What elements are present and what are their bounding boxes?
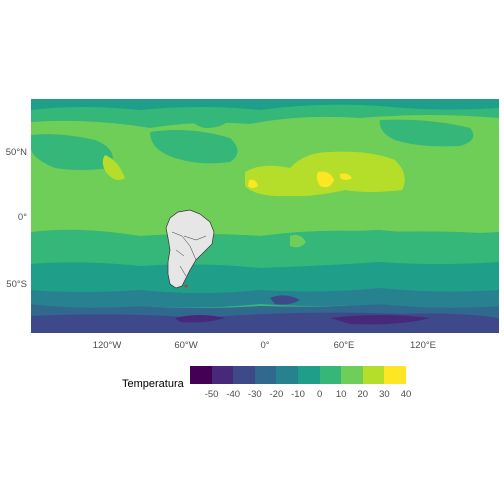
contour-fill bbox=[31, 99, 499, 333]
y-tick-50s: 50°S bbox=[6, 279, 27, 290]
legend-label: 40 bbox=[400, 389, 412, 400]
legend-swatch bbox=[341, 366, 363, 384]
country-borders bbox=[171, 231, 207, 277]
x-tick-60w: 60°W bbox=[174, 340, 197, 351]
legend-label: -10 bbox=[291, 389, 305, 400]
legend-label: 0 bbox=[316, 389, 323, 400]
legend-swatch bbox=[276, 366, 298, 384]
x-tick-120e: 120°E bbox=[410, 340, 436, 351]
legend: Temperatura -50 -40 -30 -20 -10 0 10 20 30 40 bbox=[122, 366, 422, 406]
legend-swatch bbox=[211, 366, 234, 384]
x-tick-60e: 60°E bbox=[334, 340, 355, 351]
legend-label: -40 bbox=[226, 389, 241, 400]
x-tick-120w: 120°W bbox=[93, 340, 122, 351]
falkland-islands bbox=[184, 284, 188, 288]
legend-label: -20 bbox=[269, 389, 284, 400]
legend-swatch bbox=[190, 366, 212, 384]
legend-title: Temperatura bbox=[122, 378, 184, 390]
y-tick-0: 0° bbox=[18, 212, 27, 223]
legend-label: 20 bbox=[357, 389, 369, 400]
legend-swatch bbox=[384, 366, 406, 384]
south-america-shape bbox=[165, 209, 215, 289]
legend-swatch bbox=[233, 366, 255, 384]
legend-label: -50 bbox=[204, 389, 219, 400]
legend-swatch bbox=[297, 366, 320, 384]
y-tick-50n: 50°N bbox=[6, 147, 27, 158]
legend-swatch bbox=[319, 366, 342, 384]
legend-swatch bbox=[362, 366, 385, 384]
legend-labels: -50 -40 -30 -20 -10 0 10 20 30 40 bbox=[190, 389, 430, 401]
x-tick-0: 0° bbox=[260, 340, 269, 351]
legend-label: 30 bbox=[379, 389, 390, 400]
legend-colorbar bbox=[190, 366, 406, 384]
legend-swatch bbox=[254, 366, 277, 384]
legend-label: 10 bbox=[335, 389, 347, 400]
legend-label: -30 bbox=[247, 389, 262, 400]
